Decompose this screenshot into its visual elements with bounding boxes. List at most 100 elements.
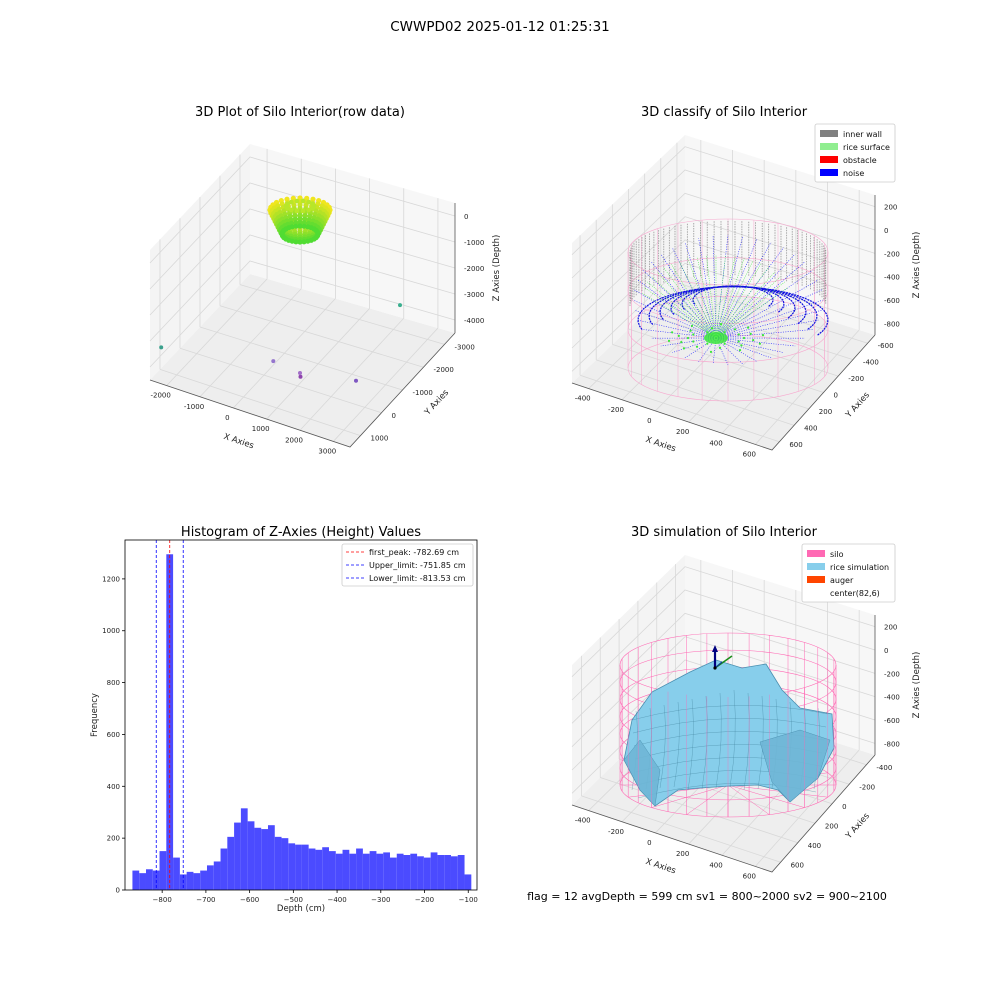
classify-rice-surface-points	[687, 258, 717, 339]
histogram-y-tick-label: 1000	[102, 627, 120, 635]
classify-noise-points	[715, 241, 772, 339]
raw-z-tick-label: -2000	[464, 265, 484, 273]
classify-rice-surface-point	[710, 327, 714, 330]
raw-z-grid-line	[149, 234, 456, 342]
classify-rice-surface-points	[706, 255, 717, 339]
simulation-legend-swatch	[807, 563, 825, 570]
classify-rice-surface-point	[723, 342, 726, 345]
classify-z-tick-label: -200	[884, 250, 900, 258]
simulation-y-grid-line	[600, 777, 798, 844]
simulation-z-tick-label: -400	[884, 694, 900, 702]
histogram-bar	[444, 855, 451, 890]
classify-rice-surface-point	[742, 336, 746, 340]
histogram-bar	[295, 844, 302, 890]
classify-z-tick-label: -800	[884, 320, 900, 328]
classify-rice-surface-point	[761, 334, 765, 337]
histogram-legend-label: first_peak: -782.69 cm	[369, 548, 459, 557]
classify-noise-arc	[637, 286, 829, 336]
classify-noise-points	[637, 279, 717, 339]
raw-x-tick-label: -2000	[150, 392, 170, 400]
raw-y-grid-line	[239, 284, 445, 345]
histogram-bar	[200, 870, 207, 890]
raw-x-tick-label: 0	[225, 414, 229, 422]
histogram-bar	[342, 849, 350, 890]
classify-x-tick-label: 400	[709, 439, 722, 447]
classify-x-tick-label: -400	[575, 395, 591, 403]
raw-outlier-point	[271, 359, 276, 364]
classify-x-tick-label: -200	[608, 406, 624, 414]
raw-z-tick-label: 0	[464, 213, 468, 221]
histogram-bar	[186, 871, 194, 890]
classify-rice-surface-points	[651, 276, 717, 339]
classify-z-grid-line	[571, 216, 876, 325]
classify-rice-surface-points	[678, 260, 717, 339]
classify-rice-surface-points	[715, 287, 789, 339]
raw-outlier-point	[354, 378, 358, 383]
histogram-bar	[403, 855, 411, 890]
raw-cluster-point	[285, 201, 290, 207]
histogram-bar	[261, 829, 268, 890]
simulation-x-grid-line	[755, 749, 860, 867]
simulation-y-tick-label: -200	[859, 783, 875, 791]
classify-legend-swatch	[820, 130, 838, 137]
classify-rice-surface-point	[690, 324, 694, 327]
histogram-bar	[335, 853, 343, 890]
raw-x-tick-label: 2000	[285, 436, 303, 444]
histogram-y-tick-label: 400	[107, 783, 120, 791]
classify-y-tick-label: -400	[863, 359, 879, 367]
simulation-silo-floor-spoke	[727, 784, 770, 815]
histogram-bar	[308, 848, 316, 890]
classify-noise-points	[715, 329, 813, 339]
raw-y-tick-label: -1000	[413, 389, 433, 397]
classify-rice-surface-point	[719, 323, 723, 326]
simulation-silo-floor-spoke	[651, 784, 729, 808]
simulation-legend-swatch	[807, 576, 825, 583]
classify-y-grid-line	[579, 374, 780, 443]
raw-cluster-point	[306, 207, 312, 213]
classify-rice-surface-point	[667, 339, 671, 342]
simulation-z-grid-line	[571, 612, 876, 724]
raw-y-grid-line	[219, 305, 424, 368]
classify-rice-surface-point	[733, 328, 737, 331]
raw-y-tick-label: -3000	[455, 343, 475, 351]
classify-z-grid-line	[571, 169, 876, 279]
histogram-bar	[227, 836, 235, 890]
simulation-rice-mesh-line	[715, 692, 722, 789]
classify-noise-points	[643, 329, 717, 339]
raw-y-tick-label: 1000	[371, 435, 389, 443]
raw-outlier-point	[398, 303, 402, 308]
raw-cluster-point	[300, 208, 306, 214]
histogram-y-axis-label: Frequency	[90, 693, 100, 737]
simulation-x-tick-label: 600	[743, 872, 756, 880]
raw-x-tick-label: -1000	[184, 403, 204, 411]
simulation-z-tick-label: 0	[884, 647, 888, 655]
simulation-y-tick-label: 0	[842, 803, 846, 811]
classify-noise-points	[712, 337, 717, 365]
simulation-z-tick-label: -200	[884, 670, 900, 678]
classify-legend-label: rice surface	[843, 143, 890, 152]
classify-axis-edge	[571, 334, 876, 451]
raw-y-grid-line	[199, 326, 403, 391]
classify-rice-surface-point	[738, 349, 742, 352]
simulation-3d-plot: 3D simulation of Silo Interior -400 -200 0 2…	[571, 525, 922, 880]
simulation-legend-label: center(82,6)	[830, 589, 880, 598]
raw-cluster-point	[294, 208, 300, 214]
histogram-bar	[315, 849, 323, 890]
simulation-rice-mesh-line	[729, 689, 736, 788]
raw-floor-pane	[150, 274, 455, 447]
classify-rice-surface-point	[723, 331, 726, 334]
histogram-bar	[254, 827, 262, 890]
histogram-frame	[124, 539, 478, 891]
histogram-bar	[288, 843, 296, 890]
histogram-bar	[356, 848, 363, 890]
raw-x-tick-label: 3000	[318, 447, 336, 455]
histogram-x-tick-label: −600	[240, 896, 259, 904]
histogram-bar	[410, 853, 418, 890]
classify-z-grid-line	[571, 262, 876, 372]
simulation-z-grid-line	[571, 636, 876, 747]
histogram-bar	[464, 874, 472, 890]
classify-noise-points	[715, 270, 813, 339]
raw-y-grid-line	[179, 347, 382, 414]
classify-z-grid-line	[571, 146, 876, 255]
classify-legend-swatch	[820, 143, 838, 150]
